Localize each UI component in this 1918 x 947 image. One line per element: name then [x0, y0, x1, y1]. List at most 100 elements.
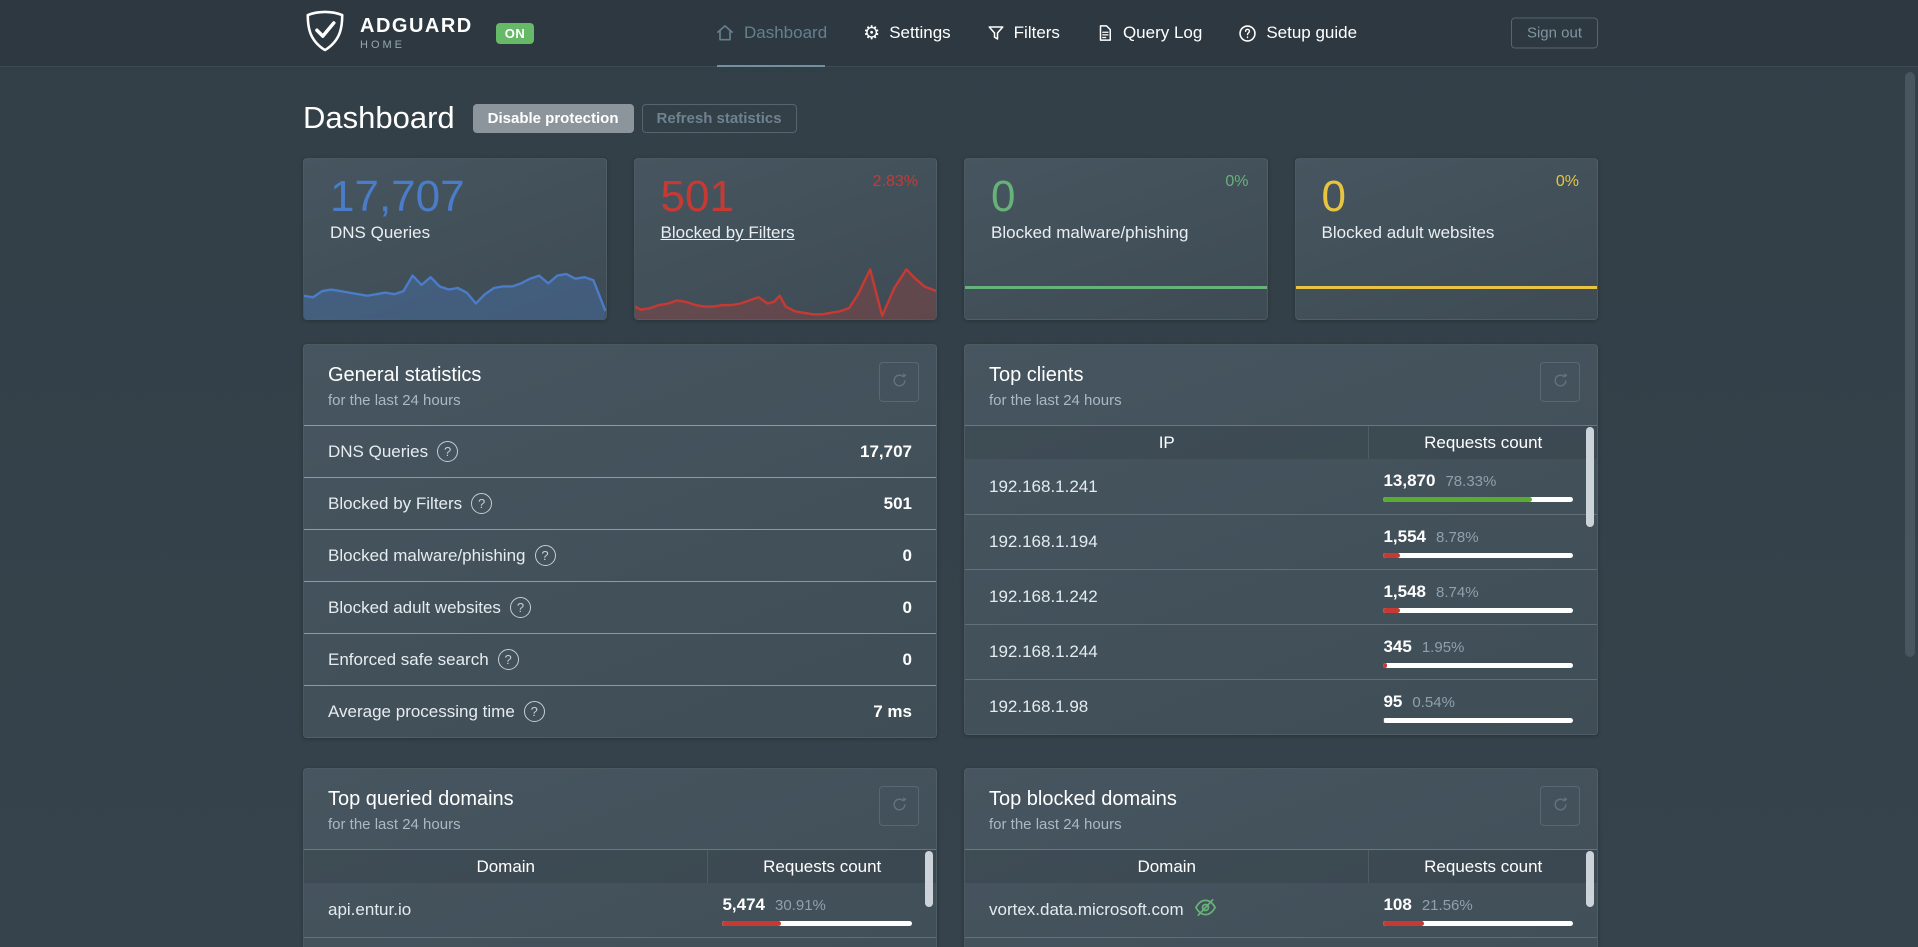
column-header-domain: Domain	[304, 850, 709, 883]
request-count: 345	[1383, 636, 1412, 656]
request-percent: 30.91%	[775, 896, 826, 914]
table-scrollbar-thumb[interactable]	[925, 851, 933, 907]
client-row: 192.168.1.98 95 0.54%	[965, 679, 1597, 734]
client-row: 192.168.1.241 13,870 78.33%	[965, 459, 1597, 514]
eye-off-icon[interactable]	[1194, 896, 1217, 924]
domain-name[interactable]: api.entur.io	[328, 900, 412, 919]
stat-value: 501	[883, 493, 912, 513]
domain-name[interactable]: vortex.data.microsoft.com	[989, 900, 1184, 919]
nav-item-settings[interactable]: ⚙ Settings	[863, 0, 950, 66]
domain-row: api.entur.io 5,474 30.91%	[304, 883, 936, 938]
client-ip[interactable]: 192.168.1.241	[989, 476, 1098, 496]
stat-row: Blocked adult websites 0	[304, 581, 936, 633]
refresh-panel-button[interactable]	[1540, 786, 1580, 826]
help-icon[interactable]	[509, 597, 531, 618]
column-header-requests: Requests count	[763, 856, 882, 876]
stat-value: 0	[902, 649, 912, 669]
stat-value: 0	[902, 597, 912, 617]
panel-subtitle: for the last 24 hours	[328, 392, 461, 409]
card-percent: 2.83%	[872, 173, 918, 190]
refresh-icon	[1552, 796, 1569, 816]
top-navbar: ADGUARD HOME ON Dashboard ⚙ Settings	[0, 0, 1918, 67]
client-ip[interactable]: 192.168.1.244	[989, 642, 1098, 661]
request-count: 1,548	[1383, 581, 1427, 601]
request-percent: 8.74%	[1436, 583, 1479, 601]
nav-item-query-log[interactable]: Query Log	[1096, 0, 1202, 66]
question-circle-icon	[1238, 24, 1257, 43]
progress-bar	[1383, 717, 1573, 723]
stat-cards: 17,707 DNS Queries 2.83% 501 Blocked by …	[303, 158, 1598, 320]
nav-item-setup-guide[interactable]: Setup guide	[1238, 0, 1357, 66]
card-value: 0	[1321, 172, 1346, 221]
help-icon[interactable]	[471, 493, 493, 514]
blocked-by-filters-link[interactable]: Blocked by Filters	[660, 223, 795, 243]
table-scrollbar-thumb[interactable]	[1586, 427, 1594, 527]
panel-title: Top clients	[989, 364, 1084, 386]
panel-title: Top queried domains	[328, 788, 514, 810]
table-scrollbar-thumb[interactable]	[1586, 851, 1594, 907]
nav-item-label: Dashboard	[744, 23, 828, 42]
help-icon[interactable]	[534, 545, 556, 566]
stat-card-blocked-by-filters: 2.83% 501 Blocked by Filters	[633, 158, 937, 320]
refresh-statistics-button[interactable]: Refresh statistics	[641, 103, 797, 133]
general-statistics-panel: General statistics for the last 24 hours…	[303, 344, 937, 738]
progress-bar	[722, 920, 912, 926]
page-scrollbar-thumb[interactable]	[1905, 72, 1915, 657]
nav-item-dashboard[interactable]: Dashboard	[715, 0, 828, 67]
top-queried-domains-panel: Top queried domains for the last 24 hour…	[303, 768, 937, 947]
disable-protection-button[interactable]: Disable protection	[472, 103, 634, 133]
gear-icon: ⚙	[863, 22, 881, 44]
stat-card-blocked-adult: 0% 0 Blocked adult websites	[1294, 158, 1598, 320]
progress-bar	[1383, 662, 1573, 668]
card-percent: 0%	[1225, 173, 1249, 190]
client-ip[interactable]: 192.168.1.98	[989, 697, 1089, 716]
column-header-domain: Domain	[965, 850, 1370, 883]
filter-icon	[987, 24, 1005, 42]
nav-item-filters[interactable]: Filters	[987, 0, 1060, 66]
stat-card-blocked-malware: 0% 0 Blocked malware/phishing	[964, 158, 1268, 320]
request-percent: 0.54%	[1412, 693, 1455, 711]
column-header-ip: IP	[965, 426, 1370, 459]
request-percent: 21.56%	[1421, 896, 1473, 914]
stat-value: 7 ms	[873, 701, 912, 721]
card-value: 501	[660, 172, 734, 221]
domain-row: vortex.data.microsoft.com 108	[965, 883, 1597, 938]
stat-value: 17,707	[860, 441, 912, 461]
panel-subtitle: for the last 24 hours	[328, 816, 461, 833]
refresh-panel-button[interactable]	[879, 786, 919, 826]
refresh-icon	[891, 372, 908, 392]
request-count: 13,870	[1383, 471, 1436, 490]
blocked-filters-sparkline	[634, 257, 936, 319]
refresh-panel-button[interactable]	[1540, 362, 1580, 402]
card-value: 17,707	[330, 172, 465, 221]
client-row: 192.168.1.242 1,548 8.74%	[965, 569, 1597, 624]
top-blocked-domains-panel: Top blocked domains for the last 24 hour…	[964, 768, 1598, 947]
document-icon	[1096, 24, 1114, 42]
card-percent: 0%	[1555, 173, 1579, 190]
request-percent: 1.95%	[1421, 638, 1465, 656]
protection-status-badge: ON	[495, 22, 535, 44]
page-scrollbar	[1902, 0, 1918, 947]
brand-sub: HOME	[360, 38, 405, 51]
request-count: 5,474	[722, 894, 766, 914]
stat-row: Blocked by Filters 501	[304, 477, 936, 529]
help-icon[interactable]	[523, 701, 545, 722]
sign-out-button[interactable]: Sign out	[1510, 17, 1598, 49]
stat-row: Average processing time 7 ms	[304, 685, 936, 737]
help-icon[interactable]	[497, 649, 519, 670]
stat-row: Blocked malware/phishing 0	[304, 529, 936, 581]
card-value: 0	[991, 172, 1016, 221]
panel-title: General statistics	[328, 364, 482, 386]
client-row: 192.168.1.194 1,554 8.78%	[965, 514, 1597, 569]
client-ip[interactable]: 192.168.1.194	[989, 532, 1098, 551]
card-label: Blocked malware/phishing	[991, 223, 1189, 243]
help-icon[interactable]	[437, 441, 459, 462]
column-header-requests: Requests count	[1424, 432, 1543, 452]
adguard-home-logo[interactable]: ADGUARD HOME ON	[303, 0, 535, 66]
client-ip[interactable]: 192.168.1.242	[989, 587, 1098, 606]
refresh-panel-button[interactable]	[879, 362, 919, 402]
malware-flat-sparkline	[965, 286, 1267, 289]
table-header: Domain Requests count	[304, 849, 936, 883]
refresh-icon	[1552, 372, 1569, 392]
stat-card-dns-queries: 17,707 DNS Queries	[303, 158, 607, 320]
